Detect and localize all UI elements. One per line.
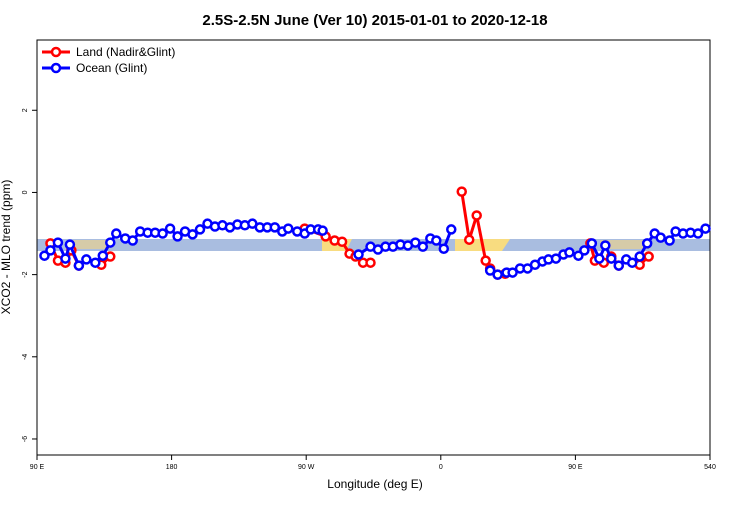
data-point xyxy=(484,265,496,276)
data-point xyxy=(410,237,421,248)
data-point xyxy=(579,245,590,256)
x-axis-label: Longitude (deg E) xyxy=(327,477,422,491)
land-band xyxy=(70,240,110,249)
data-point xyxy=(480,255,491,266)
data-point xyxy=(471,210,482,221)
data-point xyxy=(456,186,467,197)
data-point xyxy=(564,247,575,258)
data-point xyxy=(127,235,138,246)
data-point xyxy=(353,249,364,260)
data-point xyxy=(283,223,294,234)
data-point xyxy=(507,267,518,278)
x-tick-label: 180 xyxy=(166,464,178,471)
legend-label: Ocean (Glint) xyxy=(76,61,147,75)
data-point xyxy=(194,224,206,235)
y-tick-label: -2 xyxy=(22,271,29,277)
data-point xyxy=(81,254,92,265)
y-tick-label: 0 xyxy=(22,190,29,194)
data-point xyxy=(492,269,503,280)
chart-title: 2.5S-2.5N June (Ver 10) 2015-01-01 to 20… xyxy=(202,12,547,29)
data-point xyxy=(317,225,328,236)
data-point xyxy=(634,251,645,262)
data-point xyxy=(64,239,76,250)
data-point xyxy=(269,222,281,233)
data-point xyxy=(613,260,625,271)
x-tick-label: 90 E xyxy=(568,464,583,471)
legend-marker xyxy=(50,62,62,74)
data-point xyxy=(700,223,711,234)
data-point xyxy=(45,245,56,256)
data-point xyxy=(60,253,71,264)
x-tick-label: 540 xyxy=(704,464,716,471)
legend-marker xyxy=(50,46,62,58)
y-tick-label: -4 xyxy=(22,354,29,360)
data-point xyxy=(90,257,101,268)
y-tick-label: 2 xyxy=(22,108,29,112)
data-point xyxy=(52,237,64,248)
data-point xyxy=(431,235,442,246)
data-point xyxy=(655,232,666,243)
data-point xyxy=(692,228,704,239)
data-point xyxy=(594,253,605,264)
data-point xyxy=(73,260,85,271)
data-point xyxy=(550,253,562,264)
data-point xyxy=(463,234,475,245)
x-tick-label: 0 xyxy=(439,464,443,471)
data-point xyxy=(164,223,176,234)
data-point xyxy=(111,228,122,239)
data-point xyxy=(187,229,198,240)
data-point xyxy=(606,253,617,264)
data-point xyxy=(336,236,348,247)
data-point xyxy=(446,224,457,235)
data-point xyxy=(172,231,183,242)
data-point xyxy=(97,250,109,261)
y-axis-label: XCO2 - MLO trend (ppm) xyxy=(0,180,13,315)
data-point xyxy=(438,243,450,254)
data-point xyxy=(365,257,376,268)
data-point xyxy=(586,238,598,249)
x-tick-label: 90 E xyxy=(30,464,45,471)
data-point xyxy=(157,228,168,239)
data-point xyxy=(643,251,654,262)
data-point xyxy=(664,235,675,246)
data-point xyxy=(105,237,116,248)
land-band xyxy=(600,240,650,249)
legend-label: Land (Nadir&Glint) xyxy=(76,45,175,59)
plot-frame xyxy=(36,39,711,456)
data-point xyxy=(417,241,429,252)
x-tick-label: 90 W xyxy=(298,464,315,471)
data-point xyxy=(641,238,653,249)
data-point xyxy=(600,240,611,251)
data-point xyxy=(626,257,638,268)
y-tick-label: -6 xyxy=(22,436,29,442)
